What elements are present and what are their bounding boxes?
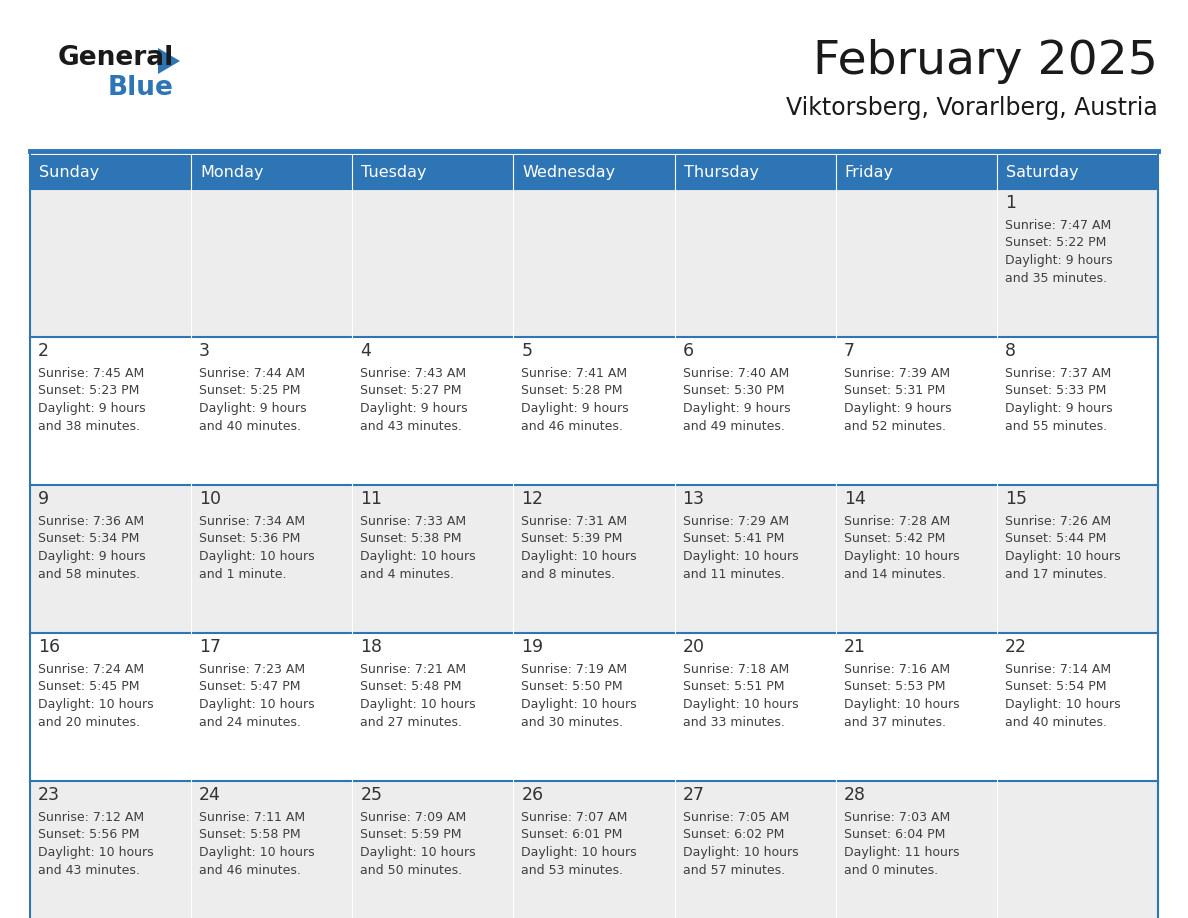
- Bar: [30, 337, 1158, 485]
- Text: 9: 9: [38, 490, 49, 508]
- Text: 1: 1: [1005, 194, 1016, 212]
- Text: Wednesday: Wednesday: [523, 164, 615, 180]
- Text: Sunrise: 7:33 AM
Sunset: 5:38 PM
Daylight: 10 hours
and 4 minutes.: Sunrise: 7:33 AM Sunset: 5:38 PM Dayligh…: [360, 515, 476, 580]
- Text: Sunrise: 7:41 AM
Sunset: 5:28 PM
Daylight: 9 hours
and 46 minutes.: Sunrise: 7:41 AM Sunset: 5:28 PM Dayligh…: [522, 367, 630, 432]
- Text: 6: 6: [683, 342, 694, 360]
- Bar: [30, 781, 1158, 918]
- Text: 10: 10: [200, 490, 221, 508]
- Text: 26: 26: [522, 786, 544, 804]
- Bar: [30, 189, 1158, 337]
- Text: Sunrise: 7:07 AM
Sunset: 6:01 PM
Daylight: 10 hours
and 53 minutes.: Sunrise: 7:07 AM Sunset: 6:01 PM Dayligh…: [522, 811, 637, 877]
- Text: Sunrise: 7:31 AM
Sunset: 5:39 PM
Daylight: 10 hours
and 8 minutes.: Sunrise: 7:31 AM Sunset: 5:39 PM Dayligh…: [522, 515, 637, 580]
- Bar: [191, 155, 353, 189]
- Text: Sunrise: 7:12 AM
Sunset: 5:56 PM
Daylight: 10 hours
and 43 minutes.: Sunrise: 7:12 AM Sunset: 5:56 PM Dayligh…: [38, 811, 153, 877]
- Bar: [30, 485, 1158, 633]
- Text: 5: 5: [522, 342, 532, 360]
- Text: 24: 24: [200, 786, 221, 804]
- Text: 12: 12: [522, 490, 543, 508]
- Text: Sunrise: 7:18 AM
Sunset: 5:51 PM
Daylight: 10 hours
and 33 minutes.: Sunrise: 7:18 AM Sunset: 5:51 PM Dayligh…: [683, 663, 798, 729]
- Text: February 2025: February 2025: [813, 39, 1158, 84]
- Bar: [30, 155, 191, 189]
- Text: 20: 20: [683, 638, 704, 656]
- Text: 15: 15: [1005, 490, 1026, 508]
- Text: Sunrise: 7:11 AM
Sunset: 5:58 PM
Daylight: 10 hours
and 46 minutes.: Sunrise: 7:11 AM Sunset: 5:58 PM Dayligh…: [200, 811, 315, 877]
- Text: Thursday: Thursday: [683, 164, 759, 180]
- Text: Sunrise: 7:14 AM
Sunset: 5:54 PM
Daylight: 10 hours
and 40 minutes.: Sunrise: 7:14 AM Sunset: 5:54 PM Dayligh…: [1005, 663, 1120, 729]
- Text: Monday: Monday: [200, 164, 264, 180]
- Text: Sunday: Sunday: [39, 164, 100, 180]
- Text: Sunrise: 7:47 AM
Sunset: 5:22 PM
Daylight: 9 hours
and 35 minutes.: Sunrise: 7:47 AM Sunset: 5:22 PM Dayligh…: [1005, 219, 1112, 285]
- Text: Tuesday: Tuesday: [361, 164, 426, 180]
- Text: 7: 7: [843, 342, 854, 360]
- Text: Sunrise: 7:03 AM
Sunset: 6:04 PM
Daylight: 11 hours
and 0 minutes.: Sunrise: 7:03 AM Sunset: 6:04 PM Dayligh…: [843, 811, 959, 877]
- Text: 25: 25: [360, 786, 383, 804]
- Text: Sunrise: 7:23 AM
Sunset: 5:47 PM
Daylight: 10 hours
and 24 minutes.: Sunrise: 7:23 AM Sunset: 5:47 PM Dayligh…: [200, 663, 315, 729]
- Text: Sunrise: 7:40 AM
Sunset: 5:30 PM
Daylight: 9 hours
and 49 minutes.: Sunrise: 7:40 AM Sunset: 5:30 PM Dayligh…: [683, 367, 790, 432]
- Text: 19: 19: [522, 638, 544, 656]
- Bar: [835, 155, 997, 189]
- Text: Sunrise: 7:19 AM
Sunset: 5:50 PM
Daylight: 10 hours
and 30 minutes.: Sunrise: 7:19 AM Sunset: 5:50 PM Dayligh…: [522, 663, 637, 729]
- Text: General: General: [58, 45, 175, 71]
- Text: 13: 13: [683, 490, 704, 508]
- Bar: [675, 155, 835, 189]
- Text: Sunrise: 7:37 AM
Sunset: 5:33 PM
Daylight: 9 hours
and 55 minutes.: Sunrise: 7:37 AM Sunset: 5:33 PM Dayligh…: [1005, 367, 1112, 432]
- Text: Sunrise: 7:36 AM
Sunset: 5:34 PM
Daylight: 9 hours
and 58 minutes.: Sunrise: 7:36 AM Sunset: 5:34 PM Dayligh…: [38, 515, 146, 580]
- Text: Sunrise: 7:29 AM
Sunset: 5:41 PM
Daylight: 10 hours
and 11 minutes.: Sunrise: 7:29 AM Sunset: 5:41 PM Dayligh…: [683, 515, 798, 580]
- Text: Sunrise: 7:21 AM
Sunset: 5:48 PM
Daylight: 10 hours
and 27 minutes.: Sunrise: 7:21 AM Sunset: 5:48 PM Dayligh…: [360, 663, 476, 729]
- Text: Sunrise: 7:44 AM
Sunset: 5:25 PM
Daylight: 9 hours
and 40 minutes.: Sunrise: 7:44 AM Sunset: 5:25 PM Dayligh…: [200, 367, 307, 432]
- Text: 11: 11: [360, 490, 383, 508]
- Text: 18: 18: [360, 638, 383, 656]
- Bar: [513, 155, 675, 189]
- Text: 3: 3: [200, 342, 210, 360]
- Text: 21: 21: [843, 638, 866, 656]
- Text: Sunrise: 7:45 AM
Sunset: 5:23 PM
Daylight: 9 hours
and 38 minutes.: Sunrise: 7:45 AM Sunset: 5:23 PM Dayligh…: [38, 367, 146, 432]
- Text: Sunrise: 7:28 AM
Sunset: 5:42 PM
Daylight: 10 hours
and 14 minutes.: Sunrise: 7:28 AM Sunset: 5:42 PM Dayligh…: [843, 515, 960, 580]
- Text: Blue: Blue: [108, 75, 173, 101]
- Text: 23: 23: [38, 786, 61, 804]
- Text: Sunrise: 7:16 AM
Sunset: 5:53 PM
Daylight: 10 hours
and 37 minutes.: Sunrise: 7:16 AM Sunset: 5:53 PM Dayligh…: [843, 663, 960, 729]
- Text: Friday: Friday: [845, 164, 893, 180]
- Text: 8: 8: [1005, 342, 1016, 360]
- Text: Sunrise: 7:43 AM
Sunset: 5:27 PM
Daylight: 9 hours
and 43 minutes.: Sunrise: 7:43 AM Sunset: 5:27 PM Dayligh…: [360, 367, 468, 432]
- Text: Sunrise: 7:09 AM
Sunset: 5:59 PM
Daylight: 10 hours
and 50 minutes.: Sunrise: 7:09 AM Sunset: 5:59 PM Dayligh…: [360, 811, 476, 877]
- Text: 14: 14: [843, 490, 866, 508]
- Text: 4: 4: [360, 342, 371, 360]
- Bar: [353, 155, 513, 189]
- Text: 28: 28: [843, 786, 866, 804]
- Text: Viktorsberg, Vorarlberg, Austria: Viktorsberg, Vorarlberg, Austria: [786, 96, 1158, 120]
- Text: 16: 16: [38, 638, 61, 656]
- Text: 17: 17: [200, 638, 221, 656]
- Text: Sunrise: 7:34 AM
Sunset: 5:36 PM
Daylight: 10 hours
and 1 minute.: Sunrise: 7:34 AM Sunset: 5:36 PM Dayligh…: [200, 515, 315, 580]
- Text: Sunrise: 7:26 AM
Sunset: 5:44 PM
Daylight: 10 hours
and 17 minutes.: Sunrise: 7:26 AM Sunset: 5:44 PM Dayligh…: [1005, 515, 1120, 580]
- Text: 27: 27: [683, 786, 704, 804]
- Bar: [997, 155, 1158, 189]
- Text: 2: 2: [38, 342, 49, 360]
- Text: Saturday: Saturday: [1006, 164, 1079, 180]
- Text: Sunrise: 7:39 AM
Sunset: 5:31 PM
Daylight: 9 hours
and 52 minutes.: Sunrise: 7:39 AM Sunset: 5:31 PM Dayligh…: [843, 367, 952, 432]
- Text: 22: 22: [1005, 638, 1026, 656]
- Bar: [30, 633, 1158, 781]
- Text: Sunrise: 7:24 AM
Sunset: 5:45 PM
Daylight: 10 hours
and 20 minutes.: Sunrise: 7:24 AM Sunset: 5:45 PM Dayligh…: [38, 663, 153, 729]
- Text: Sunrise: 7:05 AM
Sunset: 6:02 PM
Daylight: 10 hours
and 57 minutes.: Sunrise: 7:05 AM Sunset: 6:02 PM Dayligh…: [683, 811, 798, 877]
- Polygon shape: [158, 48, 181, 74]
